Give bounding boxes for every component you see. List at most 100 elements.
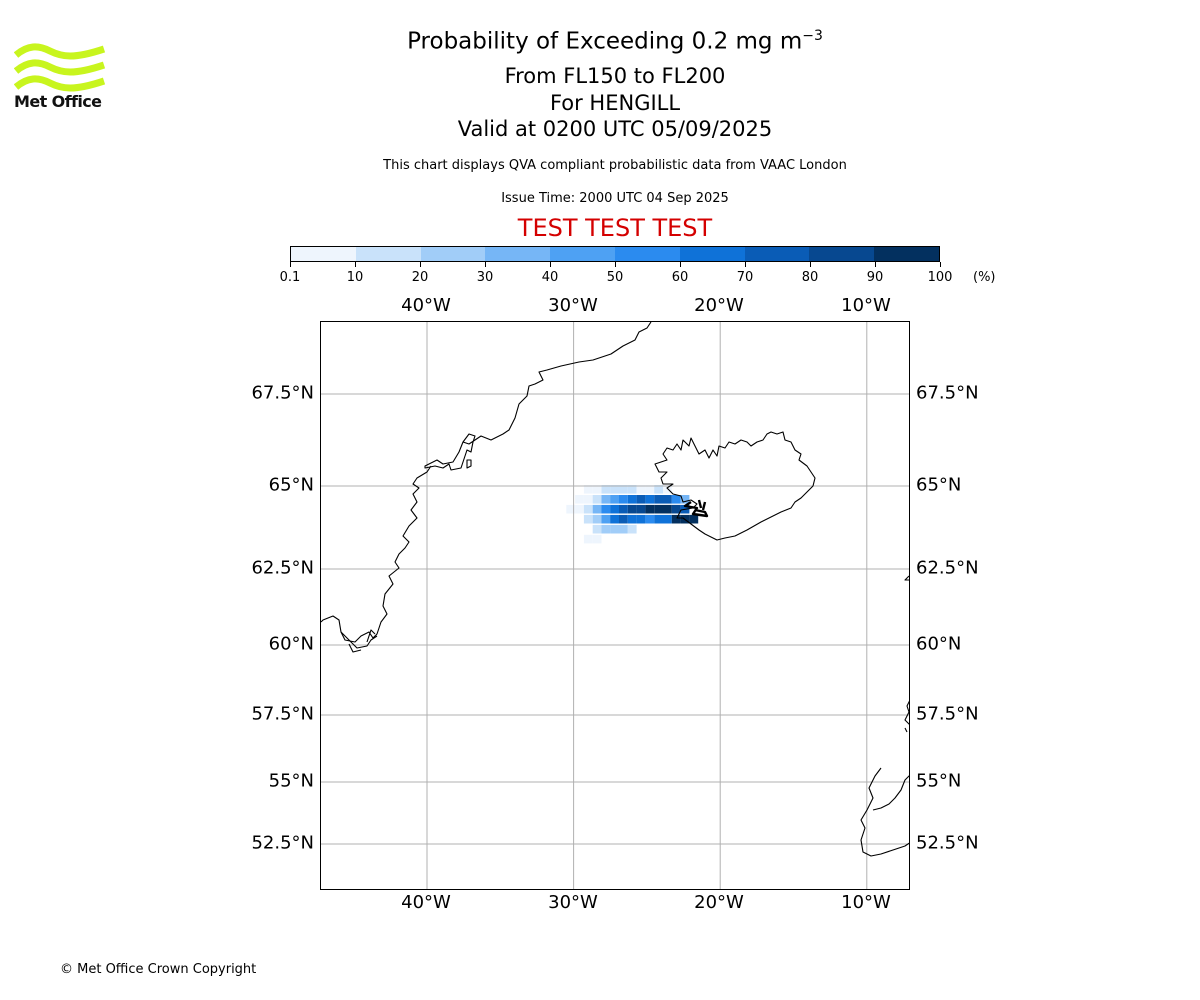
longitude-label-bottom: 10°W <box>841 892 891 913</box>
colorbar-tick <box>615 262 616 267</box>
longitude-label-bottom: 40°W <box>401 892 451 913</box>
ireland-coastline <box>860 767 909 857</box>
probability-cell <box>583 504 593 514</box>
probability-cell <box>645 485 655 494</box>
probability-cell <box>680 495 690 504</box>
colorbar-tick-label: 10 <box>346 270 364 285</box>
map-canvas <box>321 322 909 889</box>
greenland-coastline <box>321 322 652 643</box>
latitude-label-left: 57.5°N <box>251 703 314 725</box>
probability-cell <box>575 495 584 504</box>
probability-cell <box>610 495 619 504</box>
probability-cell <box>592 504 602 514</box>
probability-cell <box>583 514 593 524</box>
hengill-marker <box>683 499 709 518</box>
probability-cell <box>566 504 576 514</box>
probability-cell <box>601 504 611 514</box>
colorbar-tick <box>940 262 941 267</box>
colorbar-tick <box>680 262 681 267</box>
colorbar-tick-label: 0.1 <box>279 270 301 285</box>
colorbar-tick-label: 40 <box>541 270 559 285</box>
probability-cell <box>601 495 611 504</box>
latitude-label-right: 62.5°N <box>916 557 979 579</box>
probability-cell <box>671 495 681 504</box>
colorbar-segment <box>485 247 551 261</box>
longitude-label-bottom: 20°W <box>694 892 744 913</box>
colorbar-segment <box>679 247 745 261</box>
probability-cell <box>592 514 602 524</box>
logo-text: Met Office <box>14 92 102 111</box>
probability-cell <box>654 514 663 524</box>
colorbar-tick-label: 70 <box>736 270 754 285</box>
test-banner: TEST TEST TEST <box>517 214 713 242</box>
probability-cell <box>663 514 672 524</box>
colorbar-tick-label: 20 <box>411 270 429 285</box>
latitude-label-right: 57.5°N <box>916 703 979 725</box>
latitude-label-left: 67.5°N <box>251 382 314 404</box>
iceland-coastline <box>654 431 816 541</box>
page-title: Probability of Exceeding 0.2 mg m−3 <box>290 28 940 55</box>
probability-cell <box>627 524 637 534</box>
longitude-label-top: 30°W <box>548 295 598 316</box>
scottish-isles <box>904 700 909 733</box>
colorbar-segment <box>291 247 356 261</box>
colorbar-tick-label: 60 <box>671 270 689 285</box>
probability-cell <box>627 495 637 504</box>
colorbar-unit: (%) <box>973 270 996 285</box>
probability-cell <box>654 504 663 514</box>
colorbar <box>290 246 940 262</box>
probability-cell <box>583 534 593 544</box>
probability-cell <box>583 495 593 504</box>
latitude-label-right: 67.5°N <box>916 382 979 404</box>
scotland-coastline <box>872 775 909 811</box>
probability-cell <box>663 495 672 504</box>
volcano-name: For HENGILL <box>549 91 681 115</box>
probability-cell <box>636 495 646 504</box>
probability-cell <box>583 485 593 494</box>
longitude-label-top: 10°W <box>841 295 891 316</box>
colorbar-tick <box>420 262 421 267</box>
probability-cell <box>592 485 602 494</box>
colorbar-tick <box>810 262 811 267</box>
probability-cell <box>671 514 681 524</box>
probability-cell <box>645 504 655 514</box>
title-superscript: −3 <box>802 28 823 44</box>
probability-cell <box>619 495 628 504</box>
probability-cell <box>627 504 637 514</box>
probability-cell <box>592 534 602 544</box>
flight-levels: From FL150 to FL200 <box>504 64 726 88</box>
probability-cell <box>636 504 646 514</box>
colorbar-tick <box>290 262 291 267</box>
probability-cell <box>627 485 637 494</box>
colorbar-tick <box>550 262 551 267</box>
colorbar-tick-label: 100 <box>927 270 953 285</box>
probability-cell <box>601 514 611 524</box>
latitude-label-left: 52.5°N <box>251 832 314 854</box>
latitude-label-right: 55°N <box>916 770 962 792</box>
probability-cell <box>619 485 628 494</box>
colorbar-segment <box>420 247 486 261</box>
colorbar-tick <box>745 262 746 267</box>
latitude-label-right: 65°N <box>916 474 962 496</box>
colorbar-tick-label: 50 <box>606 270 624 285</box>
chart-description: This chart displays QVA compliant probab… <box>383 158 847 173</box>
probability-cell <box>627 514 637 524</box>
probability-cell <box>610 514 619 524</box>
colorbar-tick-label: 90 <box>866 270 884 285</box>
issue-time: Issue Time: 2000 UTC 04 Sep 2025 <box>501 191 729 206</box>
probability-cell <box>663 504 672 514</box>
probability-cell <box>610 524 619 534</box>
greenland-south-islands <box>340 629 378 653</box>
probability-cell <box>619 504 628 514</box>
faroe-islands <box>904 575 909 581</box>
probability-layer <box>566 485 699 544</box>
colorbar-segment <box>874 247 939 261</box>
probability-cell <box>654 495 663 504</box>
colorbar-segment <box>744 247 810 261</box>
met-office-waves-icon <box>14 43 106 92</box>
longitude-label-bottom: 30°W <box>548 892 598 913</box>
probability-cell <box>601 485 611 494</box>
probability-cell <box>654 485 663 494</box>
probability-cell <box>592 524 602 534</box>
gridlines <box>321 322 909 889</box>
